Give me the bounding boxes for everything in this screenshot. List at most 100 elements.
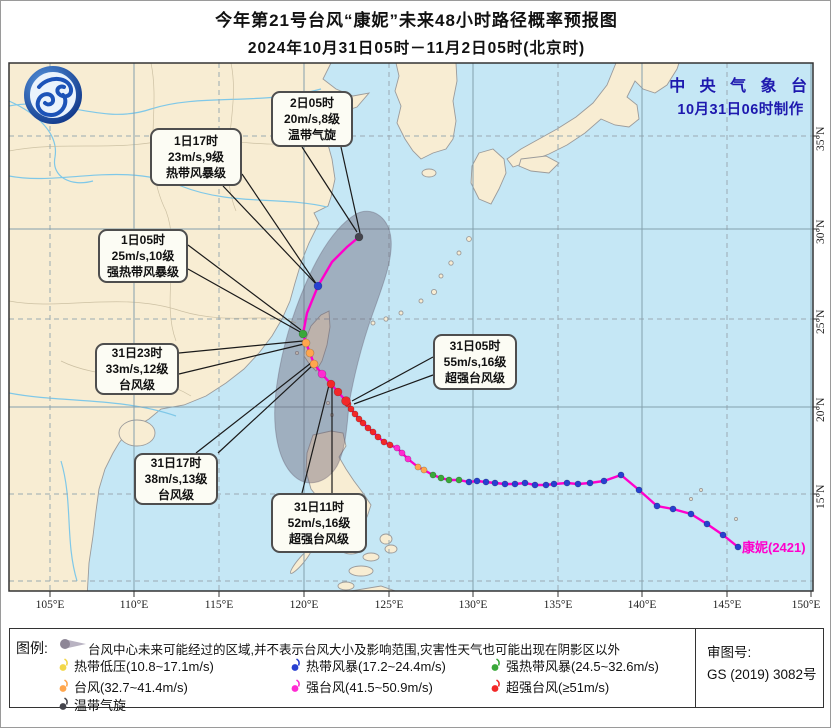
lon-label: 150°E	[791, 599, 821, 611]
lat-label: 35°N	[815, 126, 827, 151]
lon-label: 140°E	[627, 599, 657, 611]
cma-logo	[24, 66, 82, 124]
lon-label: 125°E	[374, 599, 404, 611]
axis-ticks	[49, 135, 819, 597]
visayas-island	[384, 544, 398, 554]
callout-time: 2日05时	[289, 96, 335, 110]
lon-label: 130°E	[458, 599, 488, 611]
callout-time: 31日17时	[150, 456, 202, 470]
superty-marker-icon	[491, 679, 500, 692]
callout-wind: 52m/s,16级	[287, 516, 351, 530]
jeju-island	[421, 168, 437, 178]
lat-label: 25°N	[815, 309, 827, 334]
callout-wind: 25m/s,10级	[111, 249, 175, 263]
callout-time: 31日05时	[449, 339, 501, 353]
td-marker-icon	[59, 658, 68, 671]
page-subtitle: 2024年10月31日05时－11月2日05时(北京时)	[247, 40, 586, 57]
ec-marker-icon	[59, 697, 68, 710]
sts-marker-icon	[491, 658, 500, 671]
callout-time: 31日11时	[293, 500, 345, 514]
kyushu-island	[470, 148, 507, 205]
mindanao-island	[350, 585, 397, 591]
cone-legend-note: 台风中心未来可能经过的区域,并不表示台风大小及影响范围,灾害性天气也可能出现在阴…	[88, 643, 620, 657]
cone-legend-icon	[60, 639, 86, 649]
legend-item-td: 热带低压(10.8~17.1m/s)	[58, 656, 214, 675]
approval-number: GS (2019) 3082号	[707, 667, 817, 682]
legend-item-sty: 强台风(41.5~50.9m/s)	[290, 677, 433, 696]
legend-label: 强热带风暴(24.5~32.6m/s)	[506, 659, 659, 674]
callout-time: 1日05时	[120, 233, 166, 247]
track-points	[298, 232, 742, 551]
callout-wind: 23m/s,9级	[167, 150, 225, 164]
legend-label: 台风(32.7~41.4m/s)	[74, 680, 188, 695]
legend-label: 强台风(41.5~50.9m/s)	[306, 680, 433, 695]
legend-label: 热带风暴(17.2~24.4m/s)	[306, 659, 446, 674]
lon-label: 145°E	[712, 599, 742, 611]
approval-label: 审图号:	[707, 645, 752, 660]
landmass-group	[9, 63, 738, 591]
legend-item-ty: 台风(32.7~41.4m/s)	[58, 677, 188, 696]
legend-divider	[695, 629, 696, 707]
callout-2d05: 2日05时 20m/s,8级 温带气旋	[271, 91, 353, 147]
legend-label: 热带低压(10.8~17.1m/s)	[74, 659, 214, 674]
lat-label: 15°N	[815, 484, 827, 509]
legend-item-sts: 强热带风暴(24.5~32.6m/s)	[490, 656, 659, 675]
storm-name-label: 康妮(2421)	[742, 540, 806, 555]
lat-label: 30°N	[815, 219, 827, 244]
legend-label: 超强台风(≥51m/s)	[506, 680, 610, 695]
visayas-island	[337, 581, 355, 591]
legend-item-ec: 温带气旋	[58, 695, 126, 714]
map-title-block: 今年第21号台风“康妮”未来48小时路径概率预报图 2024年10月31日05时…	[1, 6, 830, 58]
ryukyu-islands	[294, 236, 738, 521]
callout-wind: 38m/s,13级	[144, 472, 208, 486]
callout-category: 温带气旋	[287, 128, 336, 142]
callout-category: 超强台风级	[288, 532, 349, 546]
legend-item-superty: 超强台风(≥51m/s)	[490, 677, 609, 696]
legend-label: 温带气旋	[74, 698, 127, 713]
lon-label: 105°E	[35, 599, 65, 611]
hainan-island	[118, 419, 156, 447]
ts-marker-icon	[291, 658, 300, 671]
graticule	[9, 63, 813, 591]
sty-marker-icon	[291, 679, 300, 692]
legend-panel: 图例: 台风中心未来可能经过的区域,并不表示台风大小及影响范围,灾害性天气也可能…	[9, 628, 824, 713]
agency-block: 中 央 气 象 台 10月31日06时制作	[669, 72, 812, 119]
visayas-island	[362, 552, 380, 562]
callout-leaders	[178, 146, 434, 494]
ty-marker-icon	[59, 679, 68, 692]
callout-category: 热带风暴级	[165, 166, 226, 180]
shikoku-island	[518, 155, 560, 174]
korea-peninsula	[394, 63, 458, 160]
lat-label: 20°N	[815, 397, 827, 422]
callout-31d05: 31日05时 55m/s,16级 超强台风级	[433, 334, 517, 390]
lon-label: 135°E	[543, 599, 573, 611]
lon-label: 115°E	[204, 599, 234, 611]
callout-wind: 33m/s,12级	[105, 362, 169, 376]
callout-1d17: 1日17时 23m/s,9级 热带风暴级	[150, 128, 242, 186]
callout-category: 台风级	[157, 488, 194, 502]
samar-island	[379, 533, 393, 545]
callout-1d05: 1日05时 25m/s,10级 强热带风暴级	[98, 229, 188, 283]
lon-label: 110°E	[119, 599, 149, 611]
honshu-island	[506, 63, 680, 168]
callout-category: 台风级	[118, 378, 155, 392]
callout-31d17: 31日17时 38m/s,13级 台风级	[134, 453, 218, 505]
callout-time: 1日17时	[173, 134, 219, 148]
callout-wind: 55m/s,16级	[443, 355, 507, 369]
forecast-cone	[274, 210, 392, 484]
legend-heading: 图例:	[16, 640, 48, 656]
callout-time: 31日23时	[111, 346, 163, 360]
callout-category: 超强台风级	[444, 371, 505, 385]
agency-issue-time: 10月31日06时制作	[677, 102, 804, 118]
callout-category: 强热带风暴级	[106, 265, 179, 279]
agency-name: 中 央 气 象 台	[669, 78, 812, 95]
legend-item-ts: 热带风暴(17.2~24.4m/s)	[290, 656, 446, 675]
lon-label: 120°E	[289, 599, 319, 611]
map-frame	[8, 62, 814, 592]
callout-wind: 20m/s,8级	[283, 112, 341, 126]
page-title: 今年第21号台风“康妮”未来48小时路径概率预报图	[215, 11, 618, 30]
callout-31d11: 31日11时 52m/s,16级 超强台风级	[271, 493, 367, 553]
callout-31d23: 31日23时 33m/s,12级 台风级	[95, 343, 179, 395]
visayas-island	[348, 565, 374, 577]
